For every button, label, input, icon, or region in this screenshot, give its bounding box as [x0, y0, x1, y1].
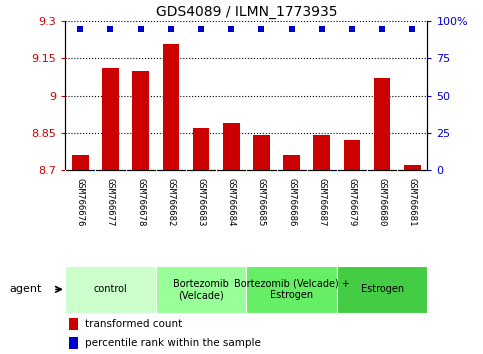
Point — [318, 26, 326, 32]
Text: Bortezomib (Velcade) +
Estrogen: Bortezomib (Velcade) + Estrogen — [234, 279, 350, 300]
Text: GSM766677: GSM766677 — [106, 178, 115, 226]
Text: GSM766681: GSM766681 — [408, 178, 417, 226]
Bar — [284, 155, 300, 170]
Point — [348, 26, 356, 32]
Bar — [65, 266, 156, 313]
Text: Estrogen: Estrogen — [361, 284, 404, 295]
Bar — [404, 165, 421, 170]
Bar — [344, 140, 360, 170]
Bar — [72, 155, 88, 170]
Text: GSM766680: GSM766680 — [378, 178, 387, 226]
Bar — [253, 135, 270, 170]
Bar — [69, 337, 78, 349]
Text: GSM766678: GSM766678 — [136, 178, 145, 226]
Text: GSM766685: GSM766685 — [257, 178, 266, 226]
Text: percentile rank within the sample: percentile rank within the sample — [85, 338, 261, 348]
Bar — [163, 44, 179, 170]
Text: GSM766683: GSM766683 — [197, 178, 206, 226]
Bar — [102, 68, 119, 170]
Text: GSM766686: GSM766686 — [287, 178, 296, 226]
Bar — [132, 71, 149, 170]
Point — [288, 26, 296, 32]
Bar — [374, 78, 390, 170]
Point — [197, 26, 205, 32]
Text: Bortezomib
(Velcade): Bortezomib (Velcade) — [173, 279, 229, 300]
Bar — [313, 135, 330, 170]
Text: GSM766687: GSM766687 — [317, 178, 327, 226]
Title: GDS4089 / ILMN_1773935: GDS4089 / ILMN_1773935 — [156, 5, 337, 19]
Bar — [223, 123, 240, 170]
Text: GSM766679: GSM766679 — [347, 178, 356, 226]
Point — [409, 26, 416, 32]
Point — [107, 26, 114, 32]
Point — [257, 26, 265, 32]
Bar — [193, 128, 209, 170]
Bar — [337, 266, 427, 313]
Text: agent: agent — [10, 284, 42, 295]
Text: GSM766684: GSM766684 — [227, 178, 236, 226]
Text: transformed count: transformed count — [85, 319, 183, 329]
Point — [378, 26, 386, 32]
Text: GSM766682: GSM766682 — [166, 178, 175, 226]
Bar — [246, 266, 337, 313]
Text: control: control — [94, 284, 128, 295]
Point — [137, 26, 144, 32]
Bar — [156, 266, 246, 313]
Point — [76, 26, 84, 32]
Point — [167, 26, 175, 32]
Point — [227, 26, 235, 32]
Bar — [69, 318, 78, 330]
Text: GSM766676: GSM766676 — [76, 178, 85, 226]
